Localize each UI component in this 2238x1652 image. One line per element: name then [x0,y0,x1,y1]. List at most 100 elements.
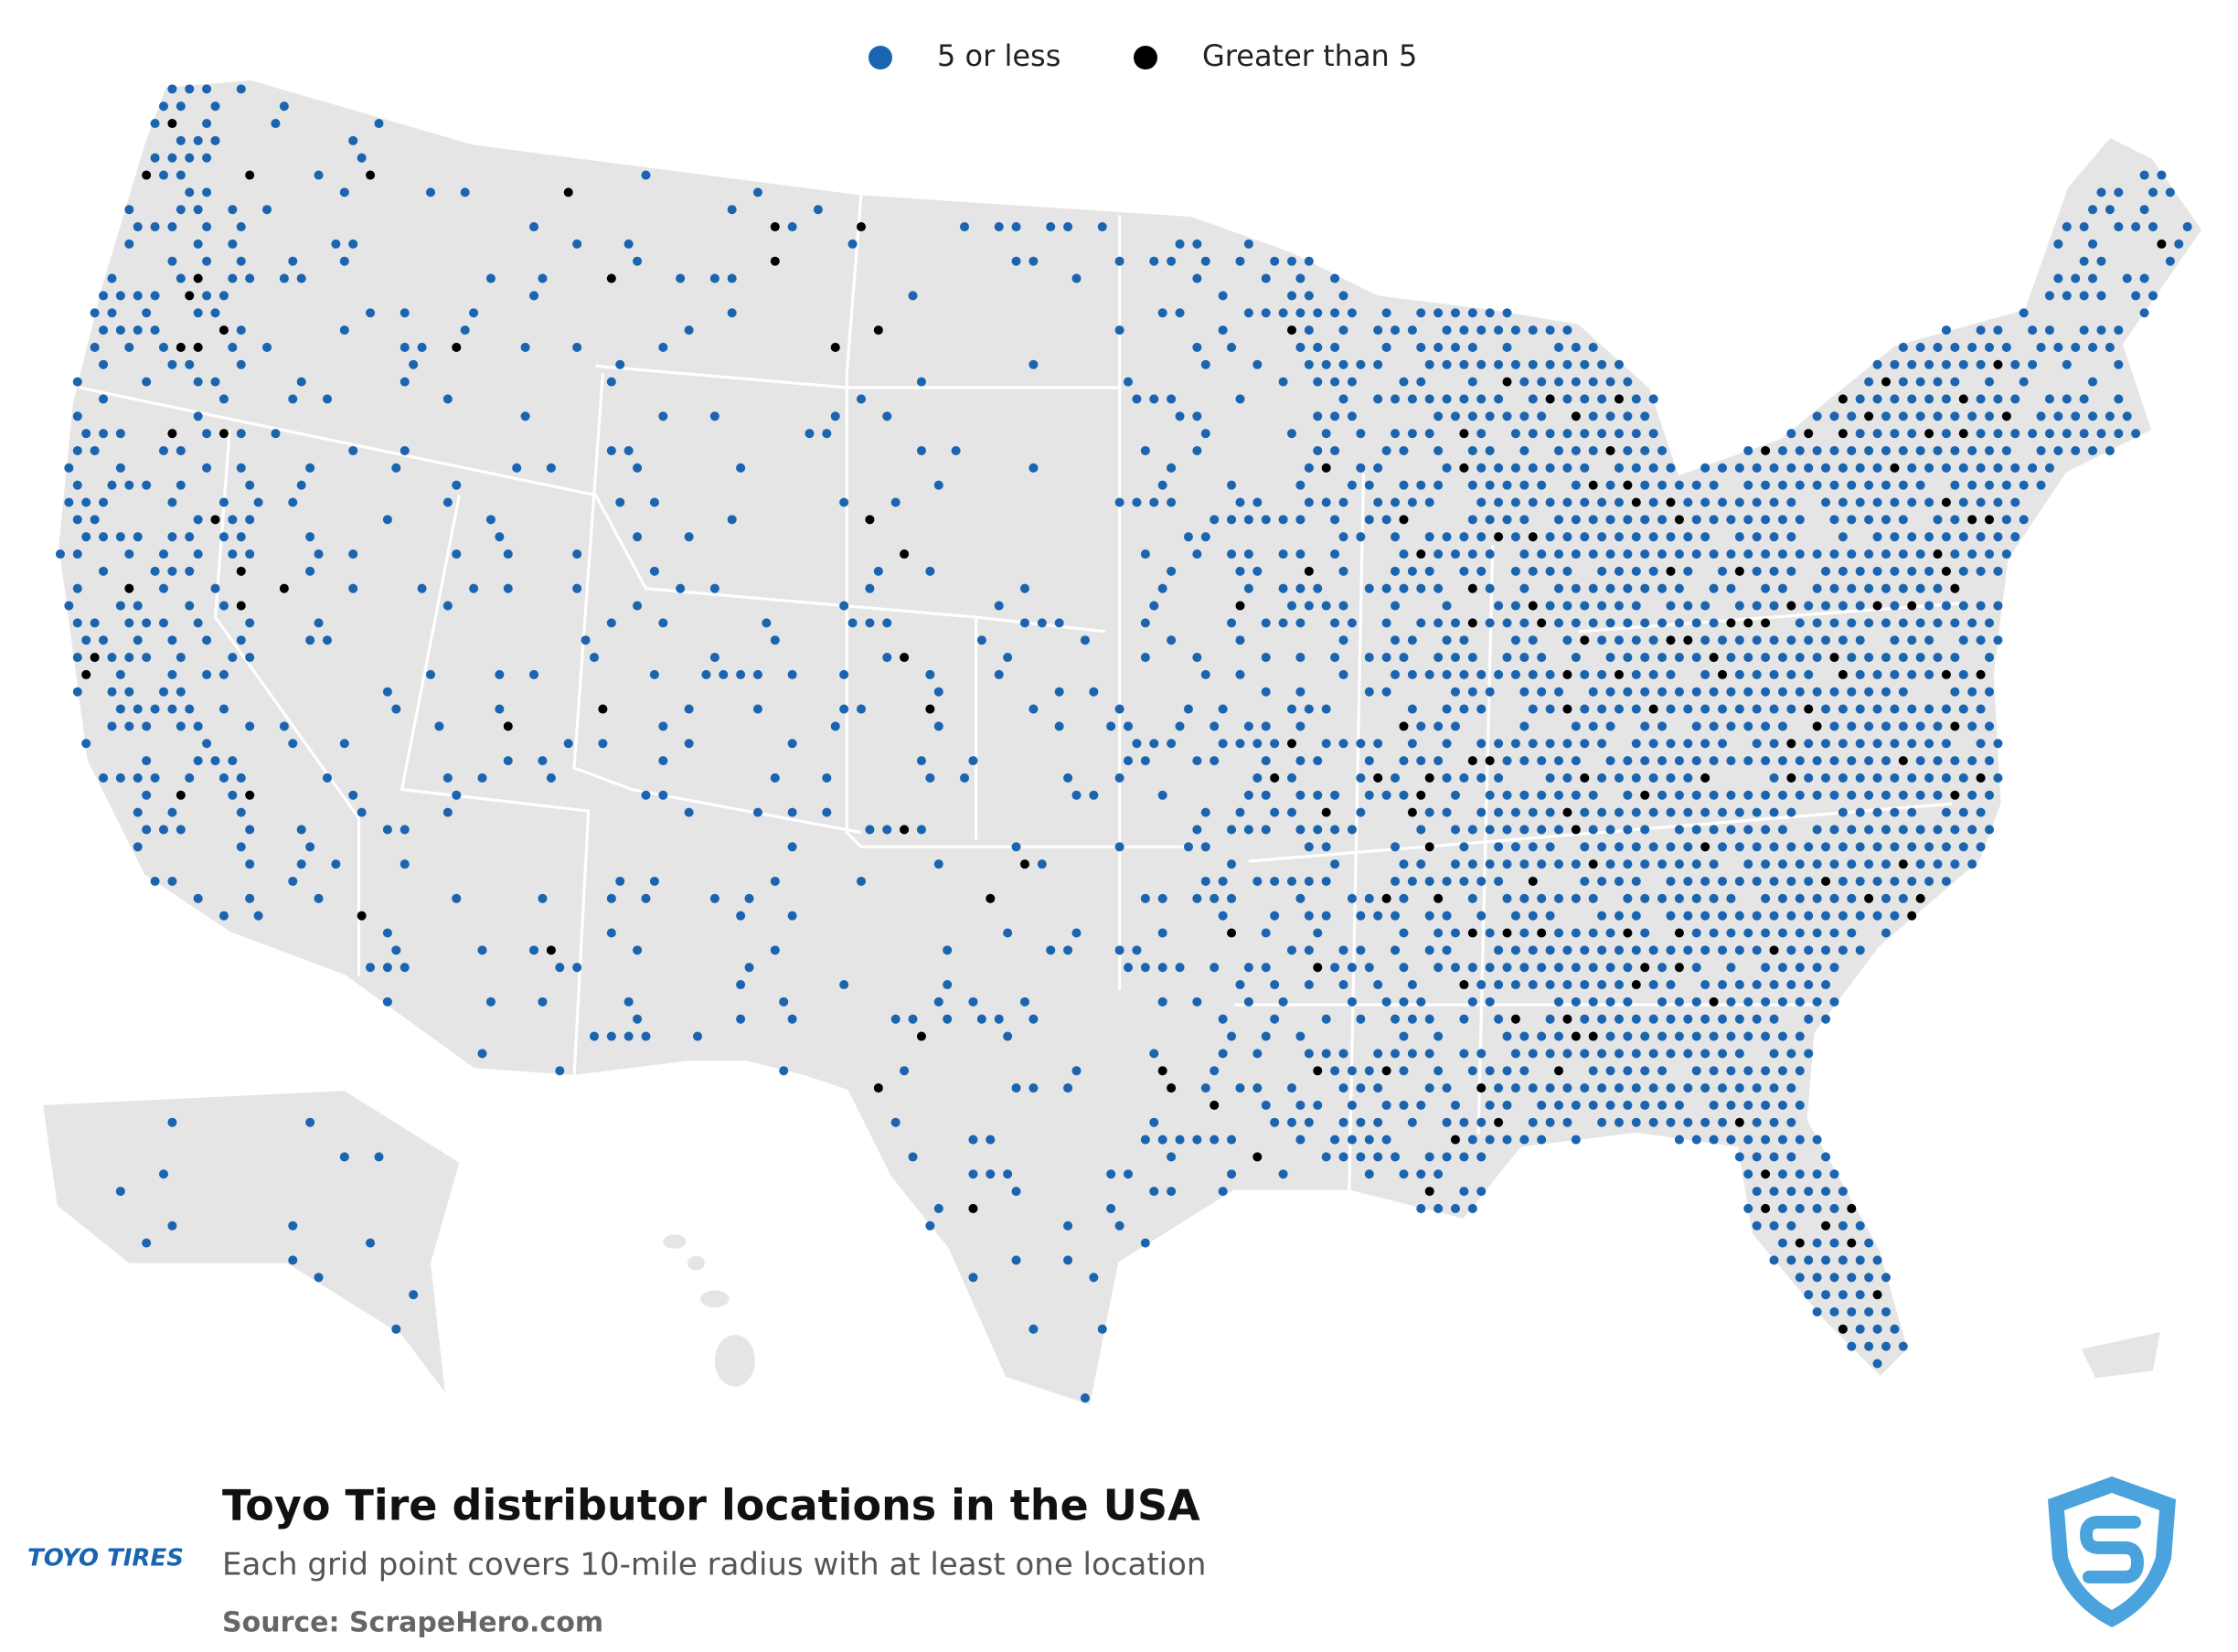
grid-point [1381,997,1391,1007]
grid-point [1235,601,1245,611]
grid-point [546,463,556,473]
grid-point [1459,532,1469,542]
grid-point [1467,963,1477,973]
grid-point [1605,859,1615,869]
grid-point [1605,756,1615,766]
grid-point [1795,1169,1805,1179]
grid-point [236,429,246,439]
grid-point [1881,480,1892,490]
grid-point [2114,429,2124,439]
grid-point [633,463,643,473]
grid-point [2010,463,2020,473]
grid-point [1717,1083,1728,1093]
grid-point [1769,669,1779,679]
grid-point [1510,325,1520,336]
grid-point [1149,739,1159,749]
grid-point [1666,1083,1676,1093]
grid-point [1330,549,1340,560]
grid-point [1631,669,1641,679]
grid-point [1424,1187,1434,1197]
grid-point [986,1169,996,1179]
grid-point [606,1031,616,1041]
grid-point [1872,842,1882,852]
grid-point [1167,497,1177,507]
grid-point [1640,928,1650,938]
map [43,77,2205,1409]
grid-point [2071,273,2081,283]
grid-point [1795,515,1805,525]
grid-point [1528,532,1538,542]
grid-point [1812,549,1822,560]
grid-point [107,273,117,283]
grid-point [1553,1100,1564,1110]
grid-point [1829,515,1839,525]
grid-point [1424,807,1434,817]
grid-point [193,549,203,560]
grid-point [1777,859,1787,869]
grid-point [925,773,935,783]
grid-point [1941,739,1951,749]
grid-point [1950,859,1960,869]
grid-point [236,807,246,817]
grid-point [633,256,643,266]
grid-point [1588,928,1598,938]
grid-point [1192,653,1202,663]
grid-point [1829,687,1839,697]
grid-point [1761,963,1771,973]
grid-point [986,1135,996,1145]
grid-point [641,1031,651,1041]
grid-point [2079,256,2089,266]
grid-point [1485,997,1495,1007]
grid-point [529,291,539,301]
grid-point [1252,876,1263,887]
grid-point [1743,1203,1753,1213]
grid-point [1657,1100,1668,1110]
grid-point [1571,583,1581,593]
grid-point [1011,1255,1021,1265]
grid-point [1786,979,1796,990]
grid-point [1304,256,1314,266]
grid-point [1278,308,1288,318]
grid-point [1338,291,1348,301]
grid-point [1933,515,1943,525]
grid-point [1691,1031,1701,1041]
grid-point [1984,445,1995,456]
grid-point [1519,445,1529,456]
grid-point [1640,893,1650,903]
grid-point [2079,325,2089,336]
grid-point [1235,394,1245,404]
grid-point [1855,497,1865,507]
grid-point [1459,325,1469,336]
grid-point [1510,807,1520,817]
grid-point [1777,825,1787,835]
grid-point [158,445,169,456]
grid-point [167,669,177,679]
grid-point [1683,773,1693,783]
grid-point [1855,635,1865,645]
grid-point [107,721,117,731]
grid-point [1691,963,1701,973]
grid-point [1872,807,1882,817]
grid-point [633,532,643,542]
grid-point [1330,308,1340,318]
grid-point [658,342,668,352]
grid-point [1777,480,1787,490]
grid-point [2147,187,2158,197]
grid-point [1485,687,1495,697]
grid-point [1278,549,1288,560]
grid-point [1907,876,1917,887]
grid-point [72,549,82,560]
grid-point [1623,377,1633,387]
grid-point [1424,945,1434,955]
grid-point [1761,445,1771,456]
grid-point [1046,222,1056,232]
grid-point [1984,411,1995,421]
grid-point [1476,566,1487,576]
grid-point [1459,1117,1469,1127]
grid-point [1597,635,1607,645]
grid-point [1804,704,1814,714]
grid-point [994,669,1004,679]
grid-point [1924,842,1934,852]
grid-point [1933,618,1943,628]
grid-point [1734,1152,1744,1162]
